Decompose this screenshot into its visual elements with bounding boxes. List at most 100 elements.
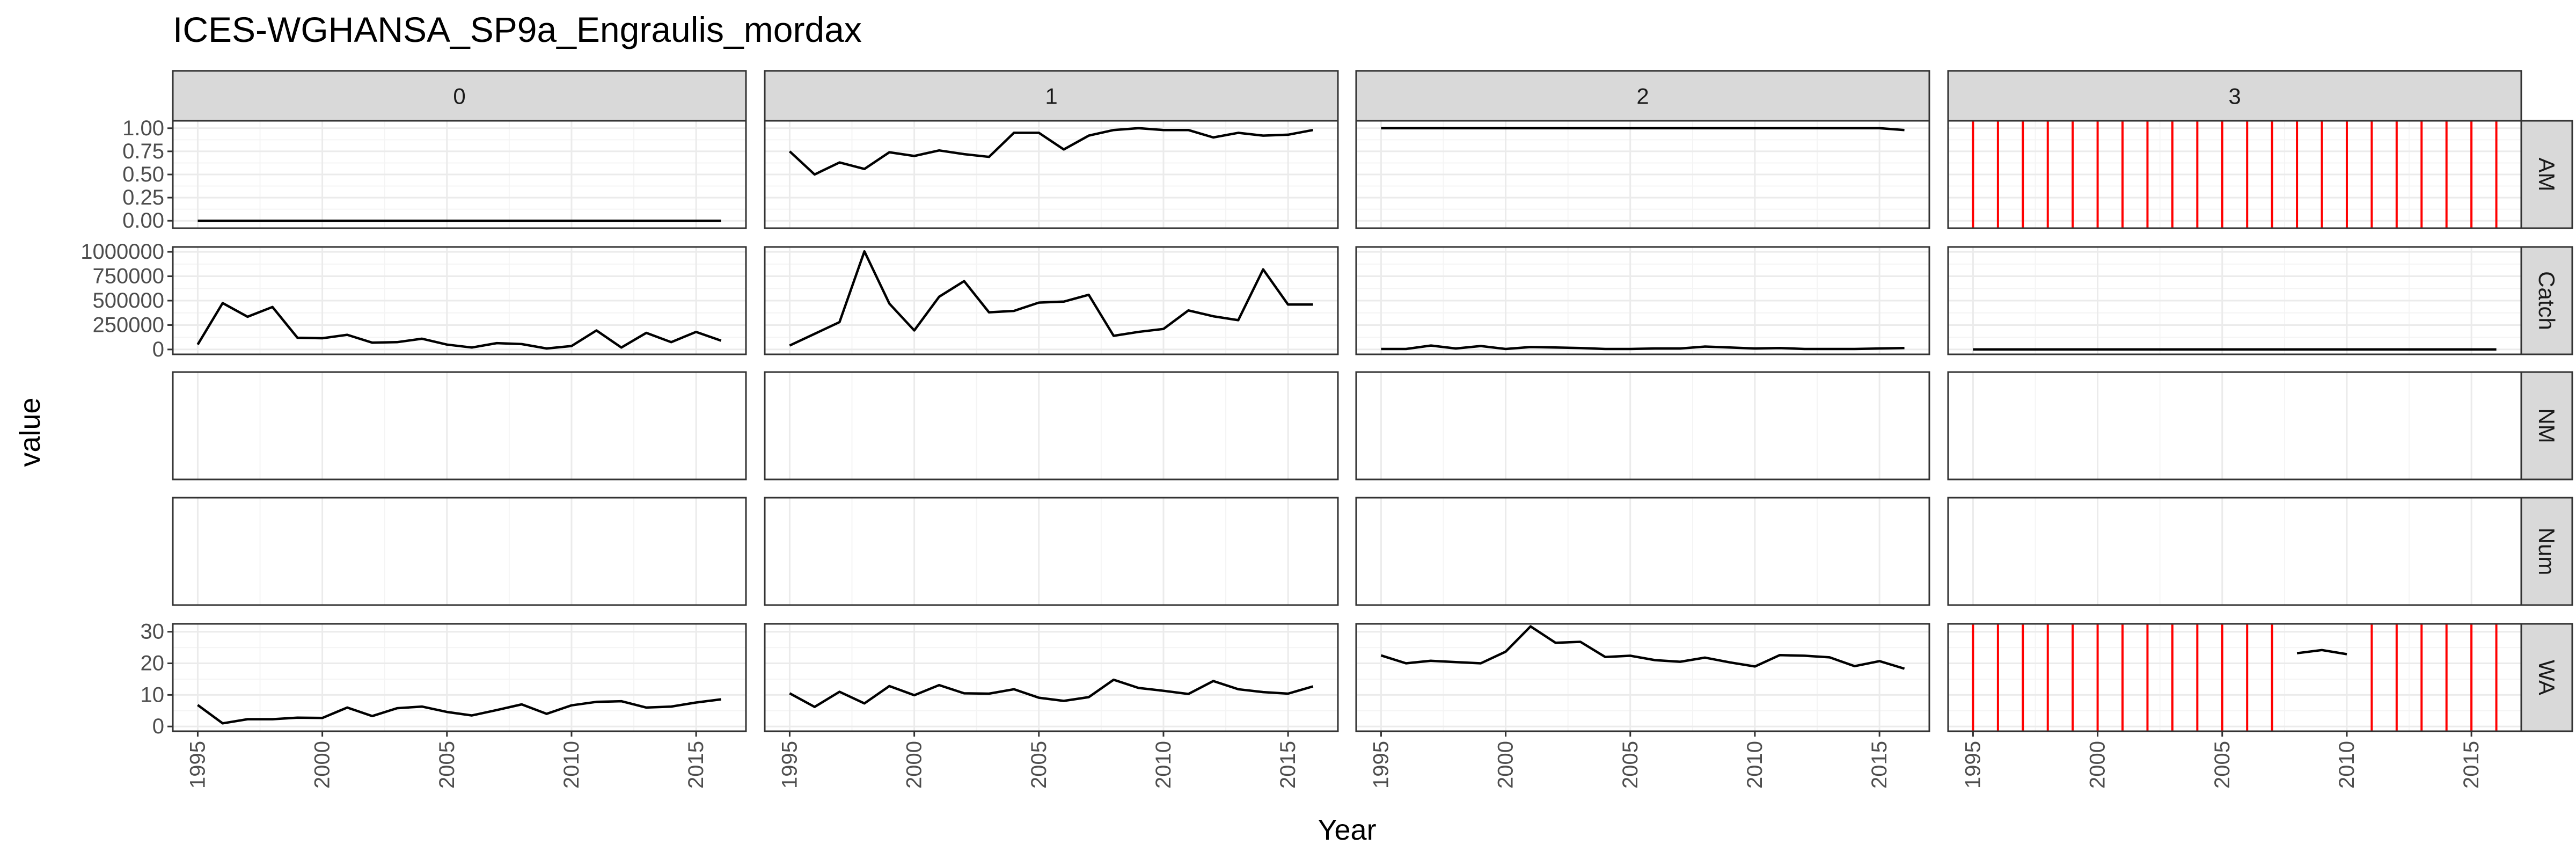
y-tick-label: 0.25: [122, 186, 164, 209]
x-tick-label: 2000: [903, 741, 926, 789]
panel-border: [1355, 623, 1930, 732]
series-line: [789, 250, 1313, 347]
y-tick-label: 20: [141, 652, 165, 675]
x-tick-label: 2000: [311, 741, 334, 789]
y-tick-label: 10: [141, 683, 165, 707]
panel-border: [764, 497, 1339, 606]
column-strip-label: 0: [453, 84, 465, 109]
row-strip-label: WA: [2534, 660, 2559, 695]
series-line: [1381, 127, 1905, 132]
facet-panel: [172, 497, 747, 606]
panel-border: [1947, 120, 2522, 229]
series-line: [788, 127, 1314, 176]
y-tick-label: 1.00: [122, 117, 164, 140]
y-tick-label: 0.75: [122, 140, 164, 163]
x-tick-label: 2005: [1027, 741, 1051, 789]
x-tick-label: 2005: [1619, 741, 1642, 789]
x-tick-label: 2010: [2335, 741, 2359, 789]
facet-panel: [764, 371, 1339, 481]
facet-panel: [764, 497, 1339, 606]
x-tick-label: 2010: [1152, 741, 1175, 789]
x-tick-label: 1995: [186, 741, 209, 789]
facet-panel: [1355, 497, 1930, 606]
y-tick-label: 1000000: [80, 240, 164, 264]
facet-panel: [1355, 120, 1930, 229]
facet-panel: [764, 120, 1339, 229]
facet-panel: [764, 246, 1339, 355]
panel-border: [1947, 497, 2522, 606]
panel-border: [1355, 246, 1930, 355]
panel-border: [1355, 371, 1930, 481]
facet-panels: 0 1 2 3AMCatchNMNumWA0.000.250.500.751.0002…: [80, 70, 2573, 789]
panel-border: [1355, 497, 1930, 606]
panel-border: [172, 497, 747, 606]
column-strip: [172, 70, 747, 122]
series-line: [197, 698, 721, 725]
x-tick-label: 1995: [1369, 741, 1393, 789]
y-tick-label: 0: [152, 338, 164, 361]
y-tick-label: 0: [152, 715, 164, 738]
y-tick-label: 750000: [93, 265, 164, 288]
column-strip: [1947, 70, 2522, 122]
y-axis-title: value: [14, 397, 46, 467]
x-tick-label: 2005: [435, 741, 459, 789]
facet-panel: 1995 2000 2005 2010 2015: [1355, 623, 1930, 789]
panel-border: [1355, 120, 1930, 229]
row-strip-label: NM: [2534, 408, 2559, 443]
facet-panel: 1995 2000 2005 2010 2015: [764, 623, 1339, 789]
panel-border: [1947, 246, 2522, 355]
y-tick-label: 0.00: [122, 209, 164, 232]
x-tick-label: 2000: [2086, 741, 2110, 789]
y-tick-label: 250000: [93, 313, 164, 337]
row-strip-label: Num: [2534, 528, 2559, 576]
column-strip-label: 1: [1045, 84, 1057, 109]
column-strip-label: 2: [1636, 84, 1649, 109]
x-tick-label: 2015: [2460, 741, 2483, 789]
chart-title: ICES-WGHANSA_SP9a_Engraulis_mordax: [173, 10, 862, 49]
facet-panel: [1947, 246, 2522, 355]
panel-border: [764, 120, 1339, 229]
y-tick-label: 500000: [93, 289, 164, 312]
series-line: [789, 678, 1314, 708]
panel-border: [764, 623, 1339, 732]
row-strip: [2520, 120, 2573, 229]
x-axis-title: Year: [1318, 814, 1376, 846]
panel-border: [1947, 371, 2522, 481]
column-strip: [764, 70, 1339, 122]
facet-panel: [1355, 371, 1930, 481]
column-strip: [1355, 70, 1930, 122]
x-tick-label: 2005: [2211, 741, 2234, 789]
panel-border: [764, 371, 1339, 481]
x-tick-label: 2000: [1494, 741, 1518, 789]
panel-border: [172, 371, 747, 481]
column-strip-label: 3: [2228, 84, 2241, 109]
x-tick-label: 2015: [684, 741, 708, 789]
row-strip: [2520, 371, 2573, 481]
x-tick-label: 2010: [1743, 741, 1767, 789]
row-strip-label: Catch: [2534, 271, 2559, 330]
x-tick-label: 1995: [1961, 741, 1985, 789]
facet-panel: [1947, 497, 2522, 606]
facet-panel: [1355, 246, 1930, 355]
x-tick-label: 2015: [1868, 741, 1891, 789]
x-tick-label: 1995: [778, 741, 801, 789]
series-line: [1381, 344, 1905, 351]
x-tick-label: 2015: [1276, 741, 1300, 789]
facet-panel: [172, 371, 747, 481]
facet-panel: 1995 2000 2005 2010 2015: [1947, 623, 2522, 789]
facet-panel: 0 10 20 30 1995 2000 2005 2010 2015: [141, 620, 747, 789]
series-line: [1380, 625, 1905, 670]
panel-border: [172, 623, 747, 732]
panel-border: [764, 246, 1339, 355]
facet-panel: [1947, 120, 2522, 229]
facet-panel: [1947, 371, 2522, 481]
y-tick-label: 30: [141, 620, 165, 644]
facet-panel: 0.000.250.500.751.00: [122, 117, 747, 232]
panel-border: [1947, 623, 2522, 732]
series-line: [196, 302, 722, 350]
y-tick-label: 0.50: [122, 163, 164, 186]
x-tick-label: 2010: [560, 741, 583, 789]
series-line: [2296, 649, 2347, 656]
